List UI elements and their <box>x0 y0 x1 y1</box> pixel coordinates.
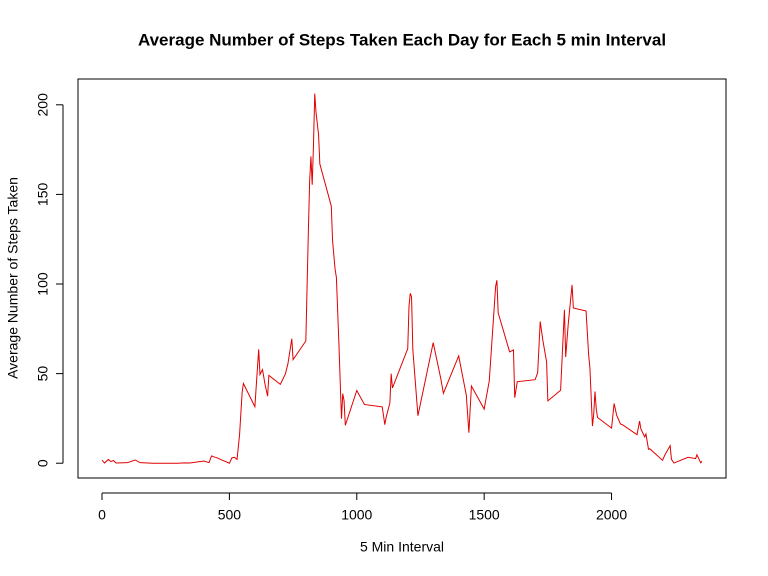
y-tick-label: 200 <box>35 93 51 117</box>
y-tick-label: 0 <box>35 459 51 467</box>
x-tick-label: 500 <box>218 507 242 523</box>
x-tick-label: 1500 <box>469 507 500 523</box>
chart-title: Average Number of Steps Taken Each Day f… <box>138 30 666 49</box>
y-axis-label: Average Number of Steps Taken <box>5 177 21 379</box>
plot-frame <box>77 78 727 479</box>
y-tick-label: 50 <box>35 366 51 382</box>
y-tick-label: 150 <box>35 183 51 207</box>
x-axis-label: 5 Min Interval <box>360 539 444 555</box>
x-tick-label: 2000 <box>596 507 627 523</box>
y-tick-label: 100 <box>35 272 51 296</box>
data-line <box>101 93 703 464</box>
x-tick-label: 0 <box>98 507 106 523</box>
x-tick-label: 1000 <box>341 507 372 523</box>
